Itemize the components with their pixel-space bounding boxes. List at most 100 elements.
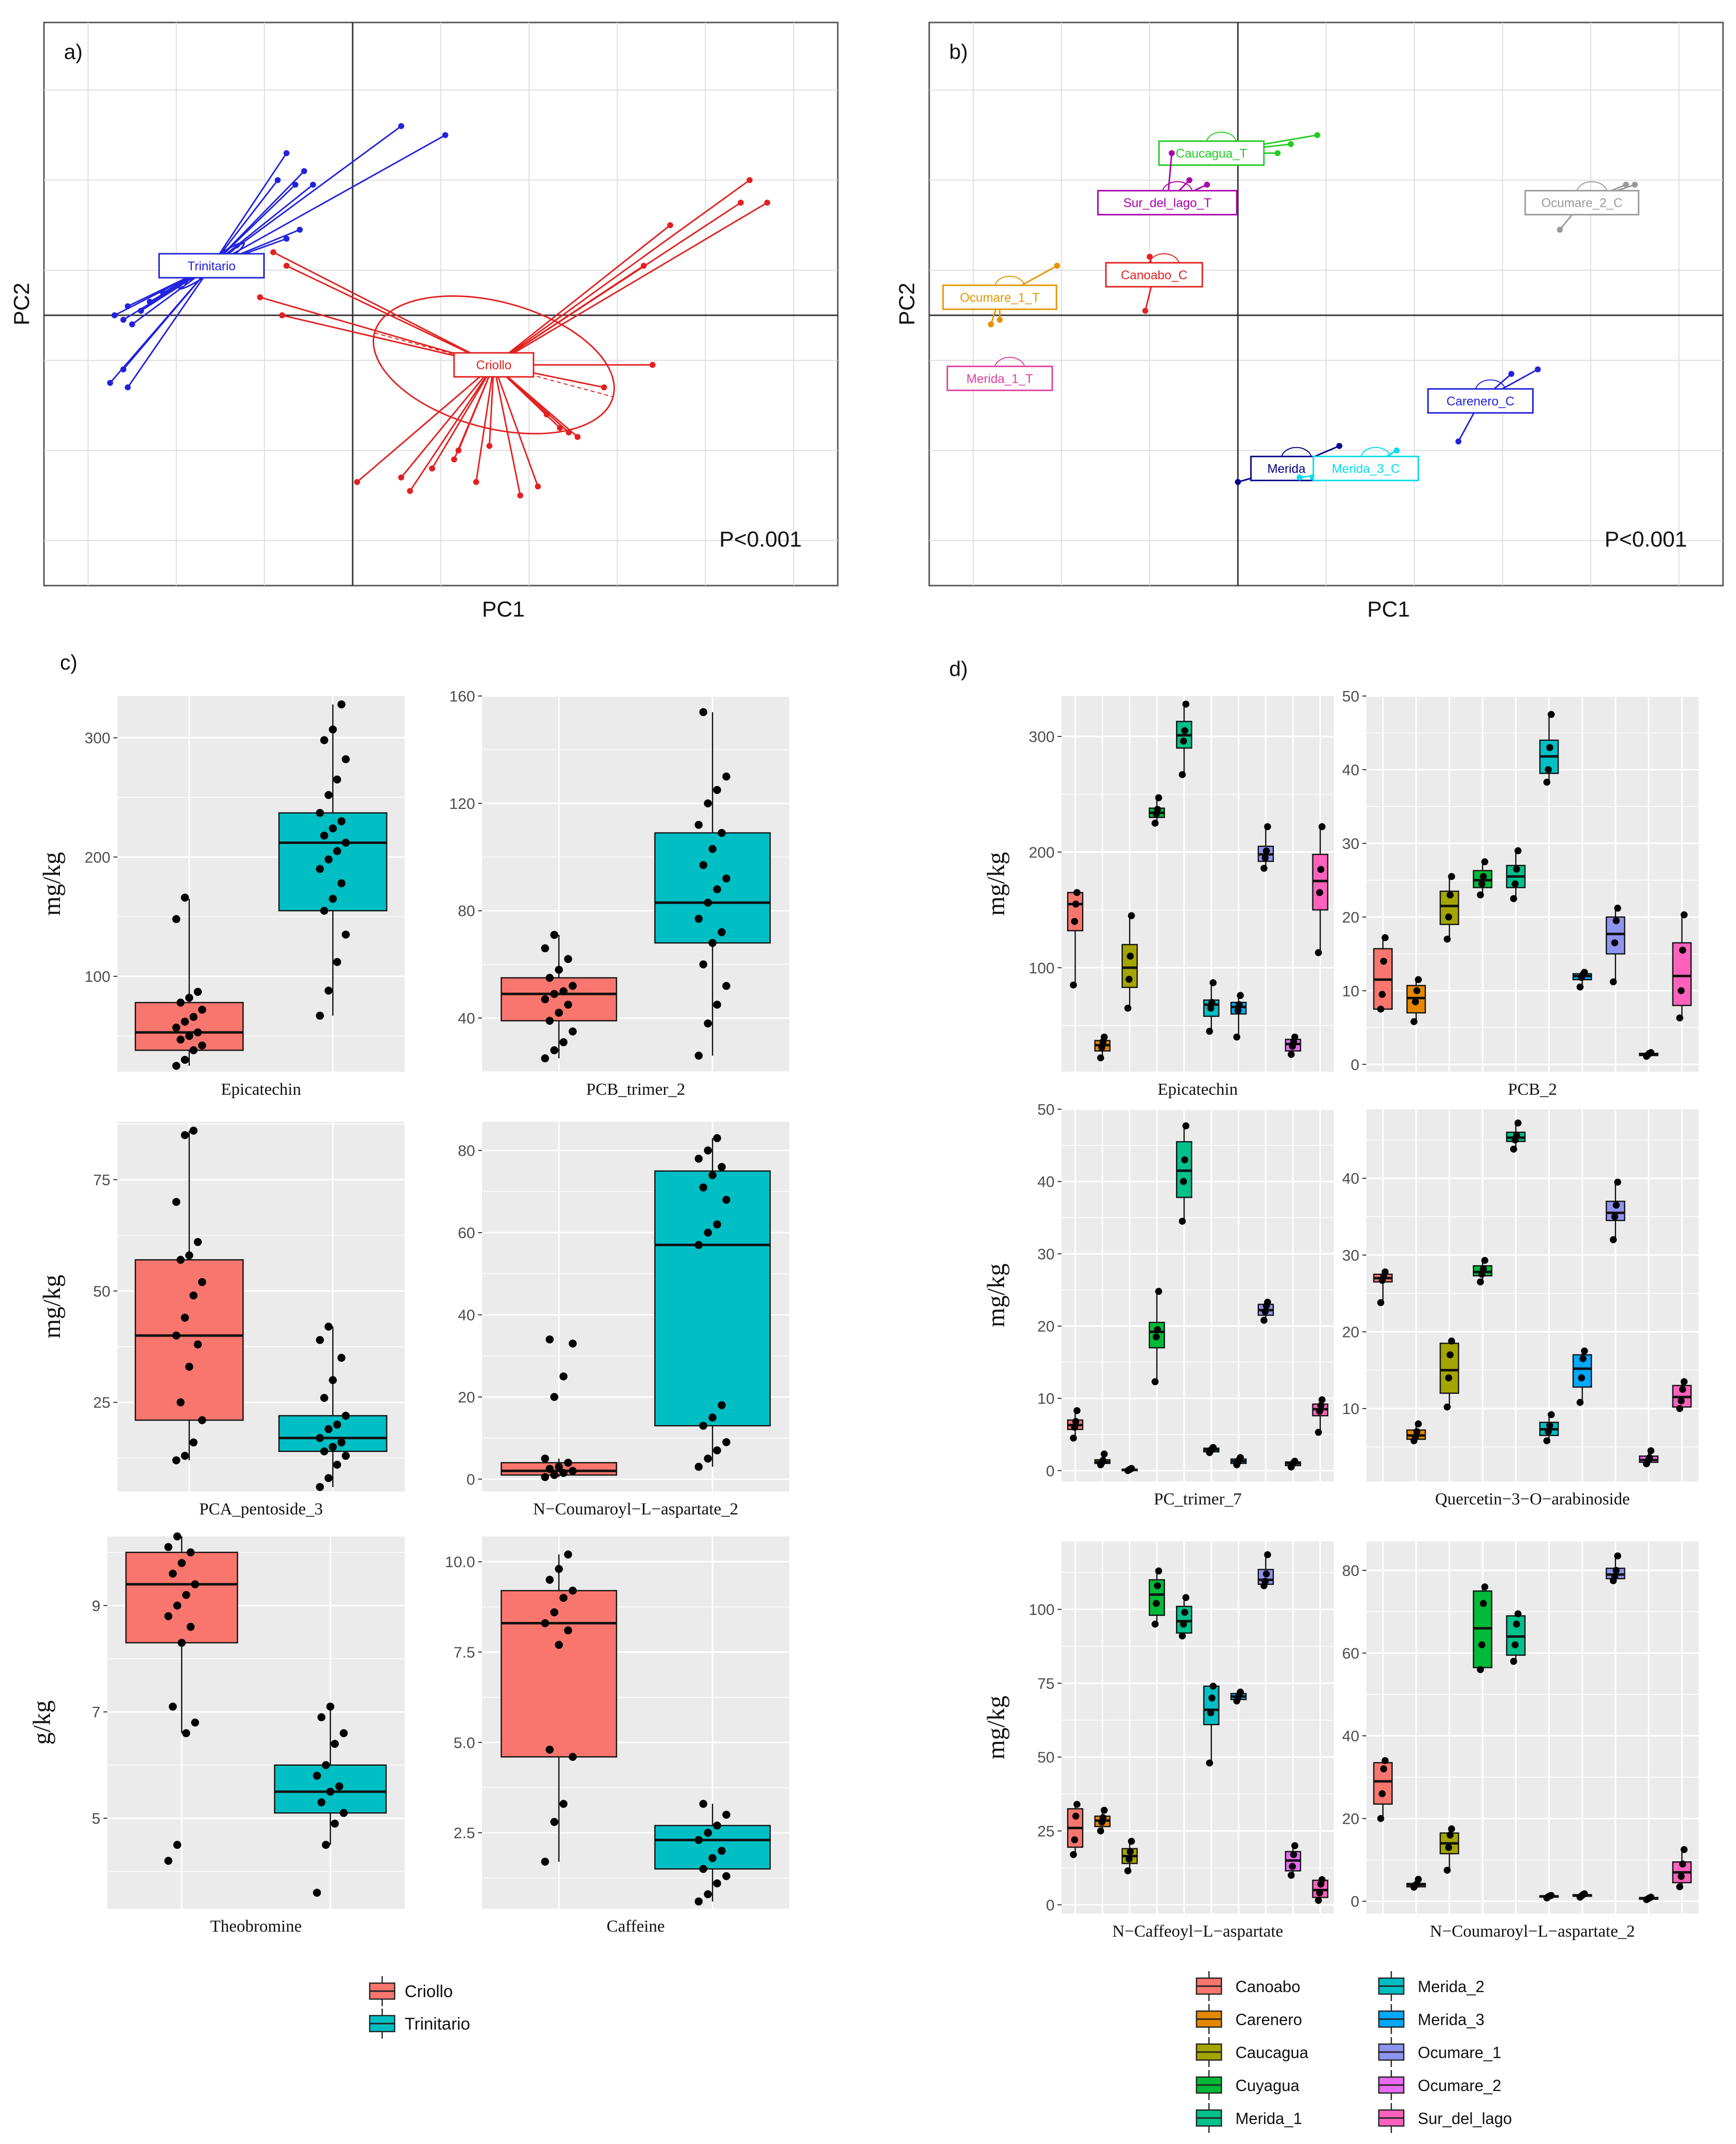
- pca-point: [1234, 479, 1241, 485]
- data-point: [546, 1745, 554, 1754]
- data-point: [189, 1291, 198, 1300]
- data-point: [1613, 1566, 1620, 1574]
- plot-panel-background: [1062, 696, 1334, 1072]
- data-point: [1378, 991, 1386, 998]
- data-point: [172, 1062, 180, 1070]
- data-point: [1209, 1444, 1217, 1451]
- box-iqr-Criollo: [134, 1259, 244, 1421]
- y-axis-label: mg/kg: [982, 852, 1010, 916]
- data-point: [1511, 1641, 1519, 1648]
- y-tick-label: 10: [1038, 1390, 1055, 1408]
- data-point: [704, 1146, 712, 1155]
- data-point: [189, 1046, 198, 1055]
- pca-point: [601, 384, 607, 391]
- data-point: [1412, 998, 1419, 1005]
- group-label-box: [946, 365, 1053, 391]
- data-point: [1317, 866, 1324, 873]
- y-tick-label: 10: [1342, 1400, 1359, 1418]
- data-point: [337, 700, 346, 709]
- data-point: [704, 1890, 712, 1899]
- data-point: [1261, 1308, 1269, 1316]
- box-iqr-Criollo: [501, 1590, 617, 1758]
- data-point: [1480, 1265, 1487, 1273]
- data-point: [172, 1198, 180, 1206]
- data-point: [1412, 1433, 1419, 1440]
- data-point: [541, 1857, 550, 1866]
- data-point: [1315, 1429, 1322, 1436]
- y-tick-label: 5.0: [454, 1734, 475, 1751]
- data-point: [708, 1171, 717, 1179]
- pca-point: [297, 226, 303, 233]
- pca-point: [274, 177, 281, 183]
- data-point: [1510, 1658, 1517, 1665]
- data-point: [333, 1421, 341, 1429]
- data-point: [1514, 1119, 1522, 1127]
- group-label-box: [1524, 190, 1640, 216]
- data-point: [1548, 711, 1555, 718]
- pca-point: [138, 308, 144, 314]
- data-point: [1378, 1790, 1386, 1797]
- data-point: [337, 879, 346, 887]
- data-point: [194, 1340, 202, 1349]
- data-point: [198, 1278, 206, 1286]
- data-point: [1581, 968, 1588, 976]
- pca-point: [764, 199, 770, 206]
- data-point: [1578, 1374, 1585, 1382]
- data-point: [1070, 1434, 1077, 1442]
- data-point: [1611, 1213, 1619, 1221]
- data-point: [1316, 889, 1323, 896]
- group-star-line: [409, 364, 495, 492]
- data-point: [1381, 934, 1389, 941]
- group-star-line: [493, 364, 539, 487]
- box-iqr-Trinitario: [654, 1170, 771, 1427]
- y-tick-label: 7.5: [454, 1643, 475, 1661]
- data-point: [1072, 900, 1080, 908]
- data-point: [177, 1559, 186, 1567]
- y-tick-label: 30: [1342, 835, 1359, 852]
- data-point: [569, 982, 577, 990]
- data-point: [194, 1238, 202, 1246]
- group-label: Ocumare_1_T: [960, 291, 1040, 305]
- y-tick-label: 40: [1342, 1727, 1359, 1745]
- pca-point: [124, 303, 131, 310]
- data-point: [1545, 1428, 1552, 1435]
- data-point: [1236, 1688, 1244, 1696]
- y-tick-label: 30: [1038, 1245, 1055, 1263]
- data-point: [546, 1575, 554, 1584]
- group-label-box: [1312, 456, 1419, 482]
- data-point: [320, 1447, 328, 1455]
- data-point: [331, 1740, 339, 1748]
- data-point: [1613, 917, 1620, 924]
- y-tick-label: 30: [1342, 1247, 1359, 1264]
- group-label: Canoabo_C: [1121, 268, 1187, 282]
- data-point: [722, 772, 730, 781]
- data-point: [1101, 1033, 1108, 1041]
- group-star-line: [211, 152, 287, 266]
- data-point: [173, 1532, 181, 1540]
- data-point: [1548, 1411, 1555, 1419]
- data-point: [331, 1819, 339, 1828]
- data-point: [1209, 1682, 1217, 1690]
- data-point: [1647, 1893, 1655, 1901]
- data-point: [1443, 1867, 1451, 1874]
- data-point: [324, 1425, 333, 1433]
- data-point: [1236, 992, 1244, 999]
- data-point: [559, 987, 568, 995]
- data-point: [1287, 1872, 1295, 1879]
- data-point: [1124, 1867, 1132, 1875]
- data-point: [704, 799, 712, 807]
- data-point: [1316, 1889, 1323, 1897]
- y-axis-label: mg/kg: [37, 852, 65, 916]
- data-point: [1613, 1202, 1620, 1209]
- data-point: [1260, 1317, 1268, 1324]
- data-point: [1445, 1374, 1452, 1382]
- data-point: [1182, 1594, 1189, 1601]
- group-star-line: [493, 265, 644, 366]
- legend-panel-c: Criollo Trinitario: [369, 1976, 470, 2039]
- y-tick-label: 100: [84, 968, 110, 985]
- data-point: [1155, 1567, 1162, 1575]
- group-star-line: [493, 224, 671, 366]
- subplot-title: PCA_pentoside_3: [199, 1500, 323, 1518]
- subplot-title: N−Coumaroyl−L−aspartate_2: [533, 1500, 738, 1518]
- data-point: [550, 990, 559, 998]
